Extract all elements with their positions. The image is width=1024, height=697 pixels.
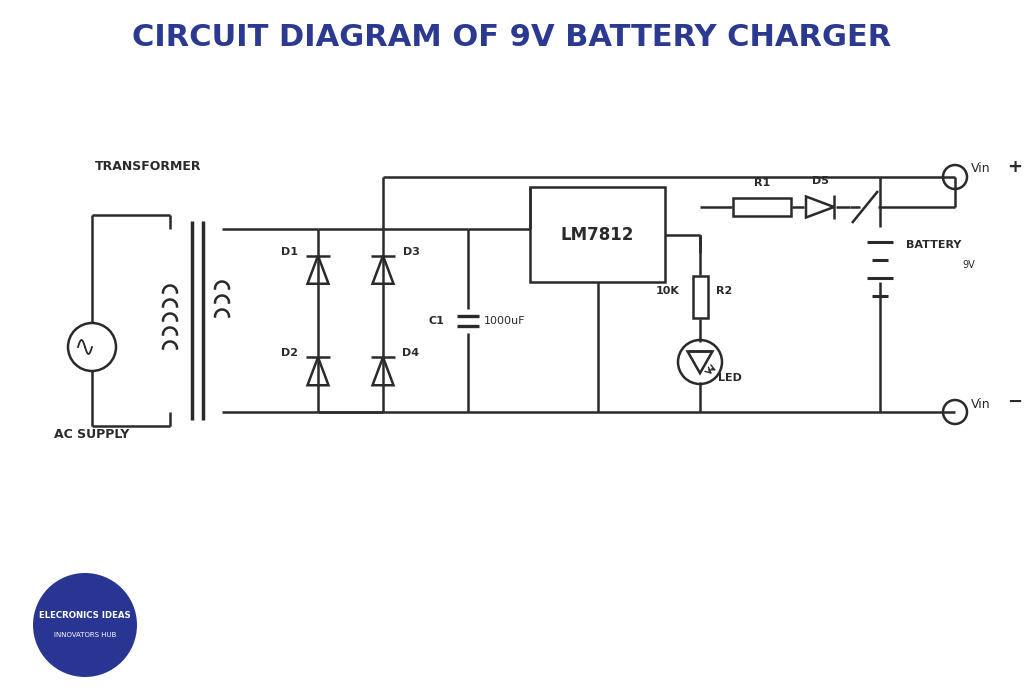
Text: D1: D1: [282, 247, 299, 256]
Text: R2: R2: [716, 286, 732, 296]
Text: Vin: Vin: [971, 162, 990, 176]
Text: LM7812: LM7812: [561, 226, 634, 243]
Text: D5: D5: [812, 176, 828, 186]
Text: CIRCUIT DIAGRAM OF 9V BATTERY CHARGER: CIRCUIT DIAGRAM OF 9V BATTERY CHARGER: [132, 22, 892, 52]
Text: 9V: 9V: [962, 260, 975, 270]
Bar: [530, 187, 665, 282]
Text: +: +: [1007, 158, 1022, 176]
Text: D3: D3: [402, 247, 420, 256]
Text: INNOVATORS HUB: INNOVATORS HUB: [54, 632, 116, 638]
Text: TRANSFORMER: TRANSFORMER: [95, 160, 202, 174]
Bar: [692, 276, 708, 318]
Text: LED: LED: [718, 373, 742, 383]
Text: AC SUPPLY: AC SUPPLY: [54, 429, 130, 441]
Bar: [733, 198, 791, 216]
Text: ELECRONICS IDEAS: ELECRONICS IDEAS: [39, 611, 131, 620]
Circle shape: [33, 573, 137, 677]
Text: C1: C1: [428, 316, 444, 325]
Text: −: −: [1007, 393, 1022, 411]
Text: 10K: 10K: [656, 286, 680, 296]
Text: 1000uF: 1000uF: [484, 316, 525, 325]
Text: Vin: Vin: [971, 397, 990, 411]
Text: BATTERY: BATTERY: [906, 240, 962, 250]
Text: R1: R1: [754, 178, 770, 188]
Text: D2: D2: [282, 348, 299, 358]
Text: D4: D4: [402, 348, 420, 358]
